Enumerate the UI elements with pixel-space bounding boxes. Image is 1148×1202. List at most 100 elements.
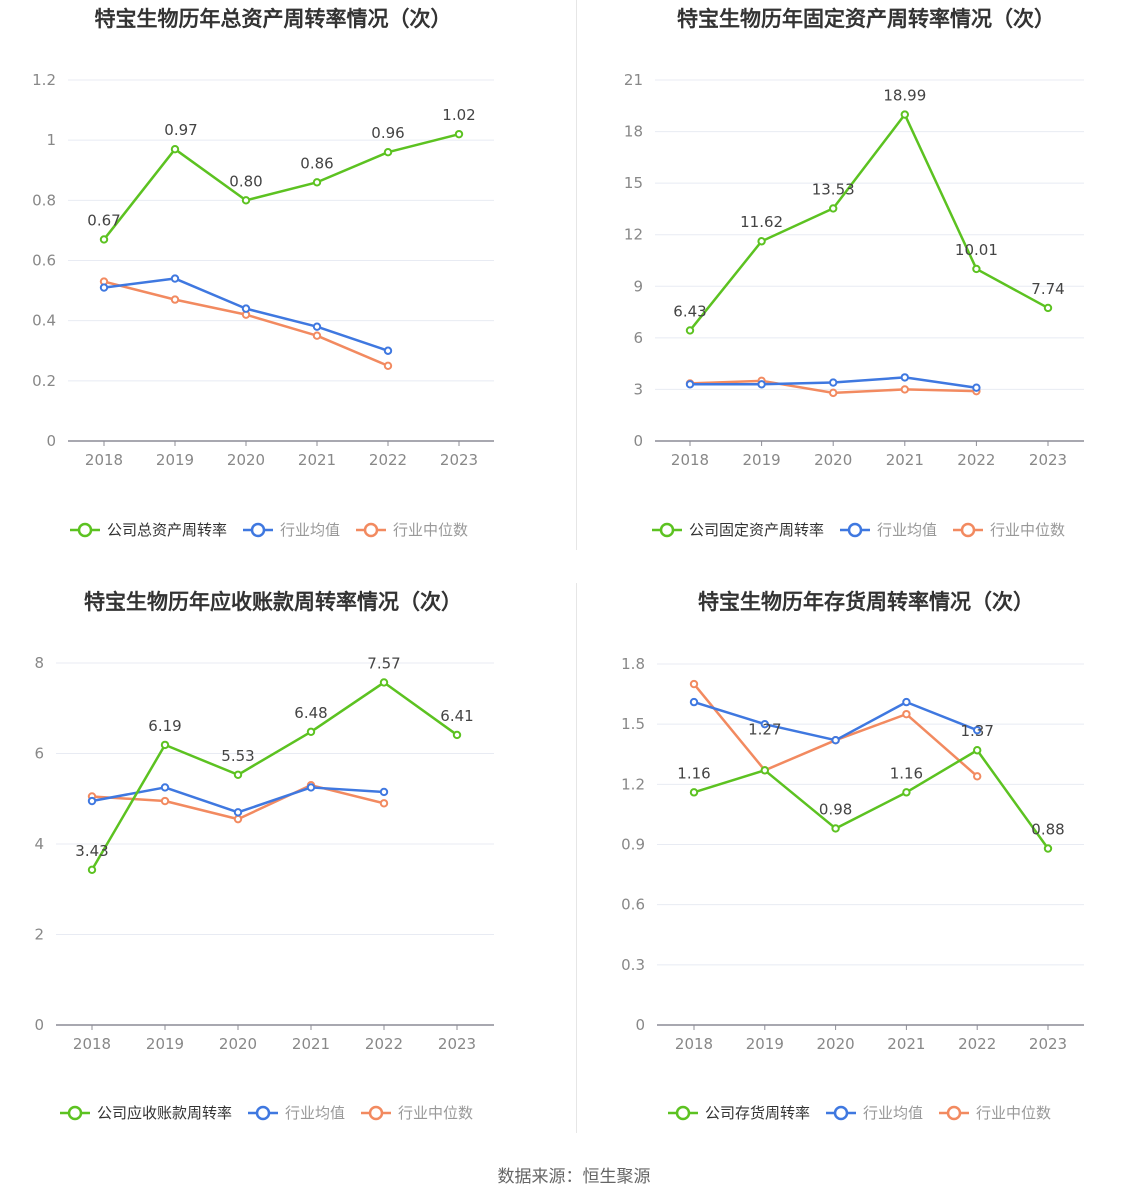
legend-item-median[interactable]: 行业中位数 [361,1104,473,1122]
y-tick-label: 0.6 [32,252,56,270]
data-point-company [383,148,393,157]
receivables-turnover-chart: 特宝生物历年应收账款周转率情况（次） 0 2 4 6 8 2018 2019 2020 2021 2… [0,583,574,1166]
data-point-company [170,144,180,154]
legend-item-median[interactable]: 行业中位数 [939,1104,1051,1122]
legend-item-company[interactable]: 公司固定资产周转率 [652,521,824,539]
data-point-avg [685,380,695,389]
data-source-note: 数据来源：恒生聚源 [497,1167,651,1187]
legend-marker-icon [946,1105,962,1121]
legend-label: 行业中位数 [393,521,468,539]
y-tick-label: 1.2 [32,71,56,89]
receivables-turnover-svg: 特宝生物历年应收账款周转率情况（次） 0 2 4 6 8 2018 2019 2020 2021 2… [34,590,494,1122]
legend-item-avg[interactable]: 行业均值 [243,521,340,539]
data-label: 7.74 [1031,280,1064,298]
y-tick-label: 18 [624,123,643,141]
data-label: 0.67 [87,211,120,229]
x-tick-label: 2022 [958,1035,996,1053]
x-tick-label: 2020 [227,451,265,469]
data-label: 6.19 [148,717,181,735]
data-point-avg [831,736,840,745]
y-tick-label: 2 [34,926,44,944]
data-label: 0.97 [164,121,197,139]
data-point-median [379,799,389,808]
y-tick-label: 0.9 [621,836,645,854]
legend-marker-icon [255,1105,271,1121]
x-tick-label: 2022 [369,451,407,469]
divider-bottom [576,583,577,1133]
data-label: 0.96 [371,124,404,142]
legend-item-median[interactable]: 行业中位数 [953,521,1065,539]
data-point-avg [99,283,109,292]
legend-label: 公司应收账款周转率 [97,1104,232,1122]
data-label: 0.98 [819,800,852,818]
data-point-company [973,746,982,755]
data-point-company [972,264,981,274]
legend-label: 行业均值 [863,1104,923,1122]
legend-label: 行业均值 [877,521,937,539]
data-point-avg [757,380,766,389]
y-tick-label: 0.4 [32,312,56,330]
chart-title: 特宝生物历年固定资产周转率情况（次） [677,7,1055,31]
legend-label: 公司总资产周转率 [107,521,227,539]
y-tick-label: 4 [34,835,44,853]
data-point-median [902,709,911,719]
data-label: 6.41 [440,707,473,725]
data-point-avg [689,697,699,707]
data-label: 6.48 [294,704,327,722]
data-label: 13.53 [812,180,855,198]
legend-item-avg[interactable]: 行业均值 [826,1104,923,1122]
data-point-company [760,766,770,775]
data-point-avg [900,373,909,382]
data-point-company [233,770,243,779]
x-tick-label: 2021 [887,1035,925,1053]
legend-marker-icon [675,1105,691,1121]
data-label: 11.62 [740,213,783,231]
y-tick-label: 0 [635,1016,645,1034]
total-asset-turnover-svg: 特宝生物历年总资产周转率情况（次） 0 0.2 0.4 0.6 0.8 1 1.2 2018 20… [32,7,494,539]
legend-item-company[interactable]: 公司应收账款周转率 [60,1104,232,1122]
legend-item-avg[interactable]: 行业均值 [248,1104,345,1122]
y-tick-label: 1.8 [621,655,645,673]
x-tick-label: 2022 [957,451,995,469]
x-tick-label: 2023 [438,1035,476,1053]
data-point-avg [829,378,838,387]
data-point-company [454,129,464,139]
legend-item-company[interactable]: 公司总资产周转率 [70,521,227,539]
legend-label: 公司存货周转率 [705,1104,810,1122]
data-label: 6.43 [673,302,706,320]
legend-marker-icon [368,1105,384,1121]
legend-item-avg[interactable]: 行业均值 [840,521,937,539]
x-tick-label: 2019 [746,1035,784,1053]
data-label: 5.53 [221,747,254,765]
data-point-median [233,814,243,824]
y-tick-label: 0.2 [32,372,56,390]
x-tick-label: 2019 [146,1035,184,1053]
data-label: 1.02 [442,106,475,124]
data-point-avg [233,808,243,817]
x-tick-label: 2018 [675,1035,713,1053]
data-point-avg [312,322,322,331]
total-asset-turnover-chart: 特宝生物历年总资产周转率情况（次） 0 0.2 0.4 0.6 0.8 1 1.2 2018 20… [0,0,574,583]
data-point-avg [383,346,393,355]
x-tick-label: 2021 [886,451,924,469]
legend-item-median[interactable]: 行业中位数 [356,521,468,539]
data-point-company [900,110,909,119]
x-tick-label: 2019 [156,451,194,469]
legend-label: 行业中位数 [990,521,1065,539]
data-point-company [689,788,699,797]
y-tick-label: 0 [46,432,56,450]
data-point-company [312,178,322,187]
series-line-company [689,113,1049,332]
fixed-asset-turnover-chart: 特宝生物历年固定资产周转率情况（次） 0 3 6 9 12 15 18 21 2018 2019 20… [583,0,1148,583]
data-point-avg [973,725,982,735]
data-label: 7.57 [367,654,400,672]
data-point-company [1043,303,1053,313]
x-tick-label: 2023 [1029,1035,1067,1053]
legend-item-company[interactable]: 公司存货周转率 [668,1104,810,1122]
data-point-median [829,388,838,398]
data-point-company [685,326,695,335]
legend-label: 行业均值 [280,521,340,539]
legend-marker-icon [67,1105,83,1121]
data-label: 1.16 [890,764,923,782]
x-tick-label: 2020 [817,1035,855,1053]
